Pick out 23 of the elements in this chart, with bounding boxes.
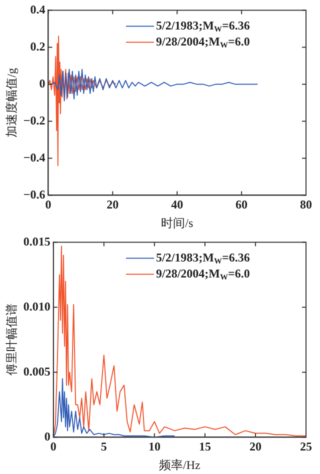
y-tick-label: 0 <box>39 76 46 90</box>
x-tick-label: 25 <box>300 439 312 454</box>
y-tick-label: −0.2 <box>23 113 46 128</box>
y-tick-label: 0.010 <box>23 299 50 314</box>
y-tick-label: 0.4 <box>30 2 46 16</box>
x-tick-label: 10 <box>148 439 160 454</box>
x-axis-title: 时间/s <box>161 216 194 230</box>
x-tick-label: 80 <box>300 197 312 212</box>
y-tick-label: 0 <box>44 429 50 444</box>
x-tick-label: 20 <box>106 197 119 212</box>
y-axis-title: 加速度幅值/g <box>4 68 18 138</box>
x-tick-label: 60 <box>236 197 248 212</box>
y-tick-label: 0.2 <box>30 39 46 54</box>
y-tick-label: 0.015 <box>23 234 50 248</box>
y-axis-title: 傅里叶幅值谱 <box>4 304 18 376</box>
y-tick-label: −0.4 <box>23 150 46 164</box>
x-tick-label: 15 <box>198 439 211 454</box>
x-tick-label: 40 <box>171 197 184 212</box>
x-tick-label: 5 <box>100 439 107 454</box>
x-tick-label: 20 <box>249 439 262 454</box>
y-tick-label: 0.005 <box>23 364 50 378</box>
y-tick-label: −0.6 <box>23 187 46 202</box>
x-axis-title: 频率/Hz <box>159 458 200 472</box>
